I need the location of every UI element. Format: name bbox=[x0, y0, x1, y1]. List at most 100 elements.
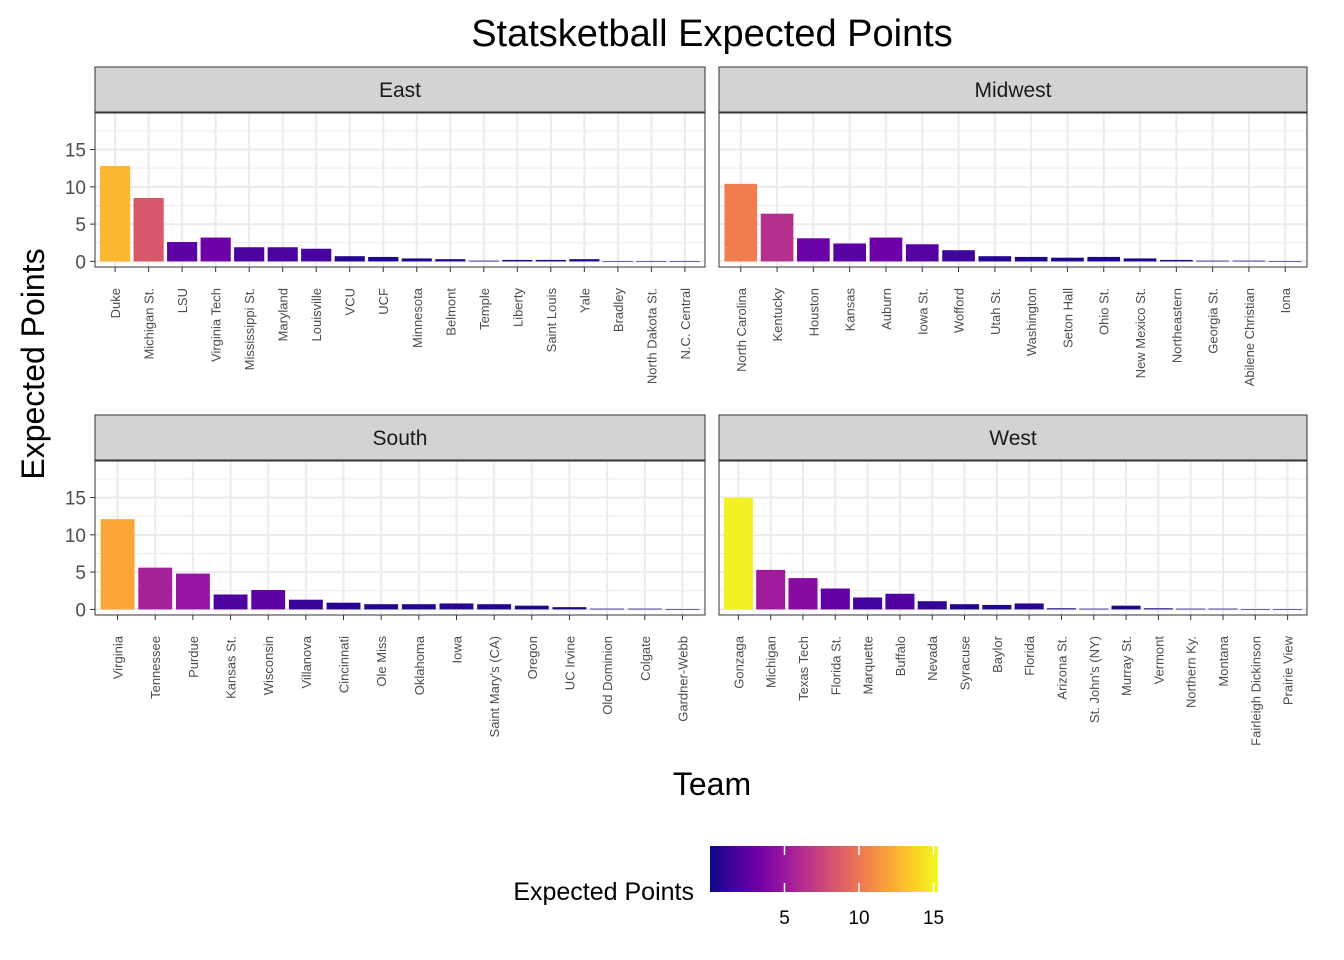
facet-strip bbox=[718, 66, 1308, 113]
x-tick-label-louisville: Louisville bbox=[309, 288, 324, 341]
y-tick-label: 15 bbox=[65, 489, 86, 510]
bar-minnesota bbox=[401, 258, 432, 262]
x-tick-label-virginia-tech: Virginia Tech bbox=[209, 288, 224, 362]
x-tick-label-ucf: UCF bbox=[376, 288, 391, 315]
x-tick-label-kentucky: Kentucky bbox=[770, 288, 785, 342]
x-tick-label-liberty: Liberty bbox=[510, 288, 525, 328]
x-axis-title: Team bbox=[673, 766, 751, 802]
bar-buffalo bbox=[885, 593, 915, 610]
bar-washington bbox=[1014, 256, 1048, 262]
x-tick-label-virginia: Virginia bbox=[111, 635, 126, 679]
bar-colgate bbox=[627, 608, 662, 610]
bar-michigan-st bbox=[133, 198, 164, 262]
bar-michigan bbox=[756, 569, 786, 610]
bar-kentucky bbox=[760, 213, 794, 262]
x-tick-label-maryland: Maryland bbox=[276, 288, 291, 341]
x-tick-label-north-carolina: North Carolina bbox=[734, 287, 749, 372]
x-tick-label-houston: Houston bbox=[806, 288, 821, 336]
x-tick-label-north-dakota-st: North Dakota St. bbox=[644, 288, 659, 384]
bar-old-dominion bbox=[590, 608, 625, 610]
x-tick-label-uc-irvine: UC Irvine bbox=[562, 636, 577, 690]
x-tick-label-villanova: Villanova bbox=[299, 635, 314, 688]
bar-oklahoma bbox=[401, 604, 436, 610]
bar-oregon bbox=[514, 605, 549, 610]
x-tick-label-prairie-view: Prairie View bbox=[1281, 635, 1296, 705]
bar-marquette bbox=[853, 597, 883, 610]
x-tick-label-kansas-st: Kansas St. bbox=[224, 636, 239, 699]
bar-iowa bbox=[439, 603, 474, 610]
x-tick-label-baylor: Baylor bbox=[990, 635, 1005, 673]
legend-colorbar bbox=[710, 846, 938, 892]
bar-duke bbox=[100, 165, 131, 262]
x-tick-label-washington: Washington bbox=[1024, 288, 1039, 356]
bar-florida-st bbox=[820, 588, 850, 610]
panel-background bbox=[95, 113, 705, 267]
bar-saint-louis bbox=[535, 259, 566, 262]
y-tick-label: 10 bbox=[65, 178, 86, 199]
x-tick-label-lsu: LSU bbox=[175, 288, 190, 313]
x-tick-label-murray-st: Murray St. bbox=[1119, 636, 1134, 696]
bar-villanova bbox=[288, 599, 323, 610]
bar-maryland bbox=[267, 247, 298, 262]
bar-liberty bbox=[502, 259, 533, 262]
facet-strip-label: West bbox=[989, 427, 1037, 450]
y-tick-label: 10 bbox=[65, 526, 86, 547]
bar-iona bbox=[1268, 261, 1302, 262]
bar-cincinnati bbox=[326, 602, 361, 610]
panel-border bbox=[718, 460, 1308, 616]
y-tick-label: 5 bbox=[75, 563, 86, 584]
x-tick-label-new-mexico-st: New Mexico St. bbox=[1133, 288, 1148, 378]
x-tick-label-wisconsin: Wisconsin bbox=[261, 636, 276, 695]
bar-northern-ky bbox=[1176, 608, 1206, 610]
x-tick-label-auburn: Auburn bbox=[879, 288, 894, 330]
y-axis-title: Expected Points bbox=[15, 248, 51, 479]
panel-midwest: Midwest North Carolina Kentucky Houston Kans… bbox=[718, 66, 1308, 386]
x-tick-label-georgia-st: Georgia St. bbox=[1206, 288, 1221, 354]
x-tick-label-bradley: Bradley bbox=[611, 288, 626, 333]
bar-baylor bbox=[982, 604, 1012, 610]
bar-prairie-view bbox=[1273, 609, 1303, 610]
bar-abilene-christian bbox=[1232, 260, 1266, 262]
bar-virginia-tech bbox=[200, 237, 231, 262]
x-tick-label-marquette: Marquette bbox=[861, 636, 876, 695]
x-tick-label-vermont: Vermont bbox=[1151, 636, 1166, 685]
bar-houston bbox=[797, 238, 830, 262]
bar-georgia-st bbox=[1196, 260, 1229, 262]
x-tick-label-temple: Temple bbox=[477, 288, 492, 330]
bar-louisville bbox=[301, 248, 332, 262]
x-tick-label-saint-mary-s-ca: Saint Mary's (CA) bbox=[487, 636, 502, 737]
bar-tennessee bbox=[138, 567, 173, 610]
y-tick-label: 0 bbox=[75, 252, 86, 273]
bar-gardner-webb bbox=[665, 609, 700, 610]
panel-border bbox=[718, 112, 1308, 268]
x-tick-label-florida-st: Florida St. bbox=[828, 636, 843, 695]
y-tick-label: 0 bbox=[75, 600, 86, 621]
facet-strip-label: Midwest bbox=[974, 79, 1051, 102]
bar-montana bbox=[1208, 608, 1238, 610]
x-tick-label-arizona-st: Arizona St. bbox=[1054, 636, 1069, 700]
x-tick-label-vcu: VCU bbox=[343, 288, 358, 315]
bar-nevada bbox=[917, 601, 947, 610]
bar-gonzaga bbox=[723, 497, 753, 610]
bar-seton-hall bbox=[1051, 257, 1084, 262]
x-tick-label-northeastern: Northeastern bbox=[1169, 288, 1184, 363]
x-tick-label-duke: Duke bbox=[108, 288, 123, 318]
bar-florida bbox=[1014, 603, 1044, 610]
bar-auburn bbox=[869, 237, 903, 262]
facet-strip bbox=[94, 66, 706, 113]
facet-strip-label: South bbox=[373, 427, 428, 450]
bar-ole-miss bbox=[364, 604, 399, 610]
bar-northeastern bbox=[1160, 259, 1193, 262]
y-tick-label: 5 bbox=[75, 215, 86, 236]
bar-ucf bbox=[368, 256, 399, 262]
x-tick-label-michigan-st: Michigan St. bbox=[142, 288, 157, 360]
bar-wofford bbox=[942, 250, 975, 262]
bar-murray-st bbox=[1111, 605, 1141, 610]
x-tick-label-gardner-webb: Gardner-Webb bbox=[675, 636, 690, 722]
x-tick-label-wofford: Wofford bbox=[952, 288, 967, 333]
facet-strip bbox=[94, 414, 706, 461]
bar-saint-mary-s-ca bbox=[477, 604, 512, 610]
x-tick-label-ohio-st: Ohio St. bbox=[1097, 288, 1112, 335]
legend-tick-label: 10 bbox=[848, 908, 869, 929]
bar-syracuse bbox=[950, 604, 980, 610]
